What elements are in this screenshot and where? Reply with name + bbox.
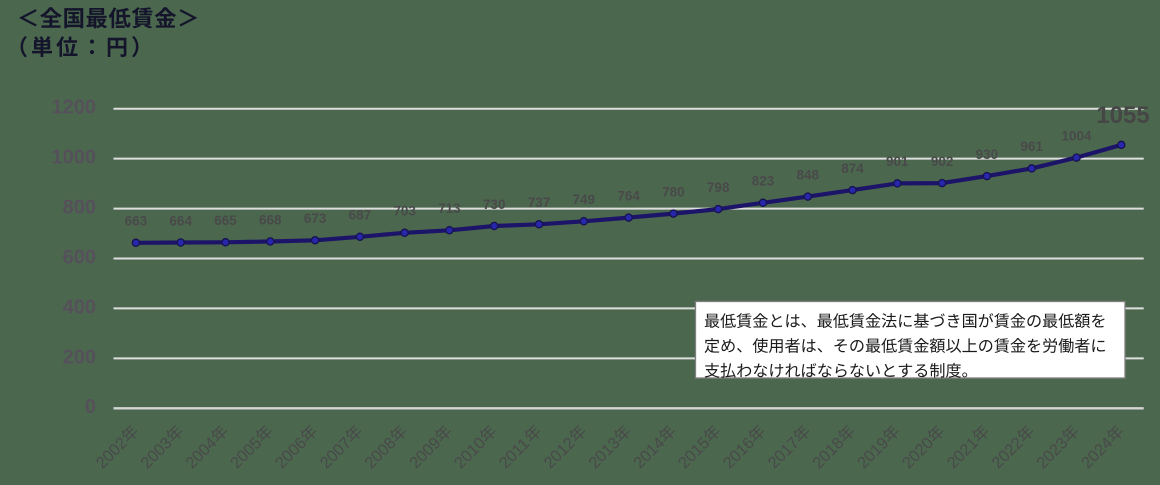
svg-text:961: 961 (1020, 139, 1043, 154)
svg-text:800: 800 (63, 197, 96, 219)
svg-text:673: 673 (304, 211, 327, 226)
svg-text:730: 730 (483, 197, 506, 212)
svg-text:687: 687 (349, 208, 372, 223)
svg-text:200: 200 (63, 346, 96, 368)
svg-text:663: 663 (125, 214, 148, 229)
svg-text:737: 737 (528, 195, 551, 210)
svg-text:930: 930 (976, 147, 999, 162)
svg-text:713: 713 (438, 201, 461, 216)
svg-text:901: 901 (886, 154, 909, 169)
svg-text:1200: 1200 (52, 97, 97, 119)
svg-text:1004: 1004 (1061, 128, 1092, 143)
svg-text:665: 665 (214, 213, 237, 228)
svg-text:848: 848 (797, 167, 820, 182)
svg-text:902: 902 (931, 154, 954, 169)
svg-text:600: 600 (63, 246, 96, 268)
svg-text:874: 874 (841, 161, 864, 176)
svg-text:823: 823 (752, 174, 775, 189)
svg-text:1000: 1000 (52, 147, 97, 169)
svg-text:780: 780 (662, 184, 685, 199)
svg-text:749: 749 (573, 192, 596, 207)
svg-text:0: 0 (85, 396, 96, 418)
svg-text:703: 703 (393, 204, 416, 219)
svg-text:668: 668 (259, 212, 282, 227)
svg-text:764: 764 (617, 188, 640, 203)
svg-text:400: 400 (63, 296, 96, 318)
svg-text:798: 798 (707, 180, 730, 195)
svg-text:664: 664 (169, 213, 192, 228)
svg-text:1055: 1055 (1096, 102, 1149, 129)
